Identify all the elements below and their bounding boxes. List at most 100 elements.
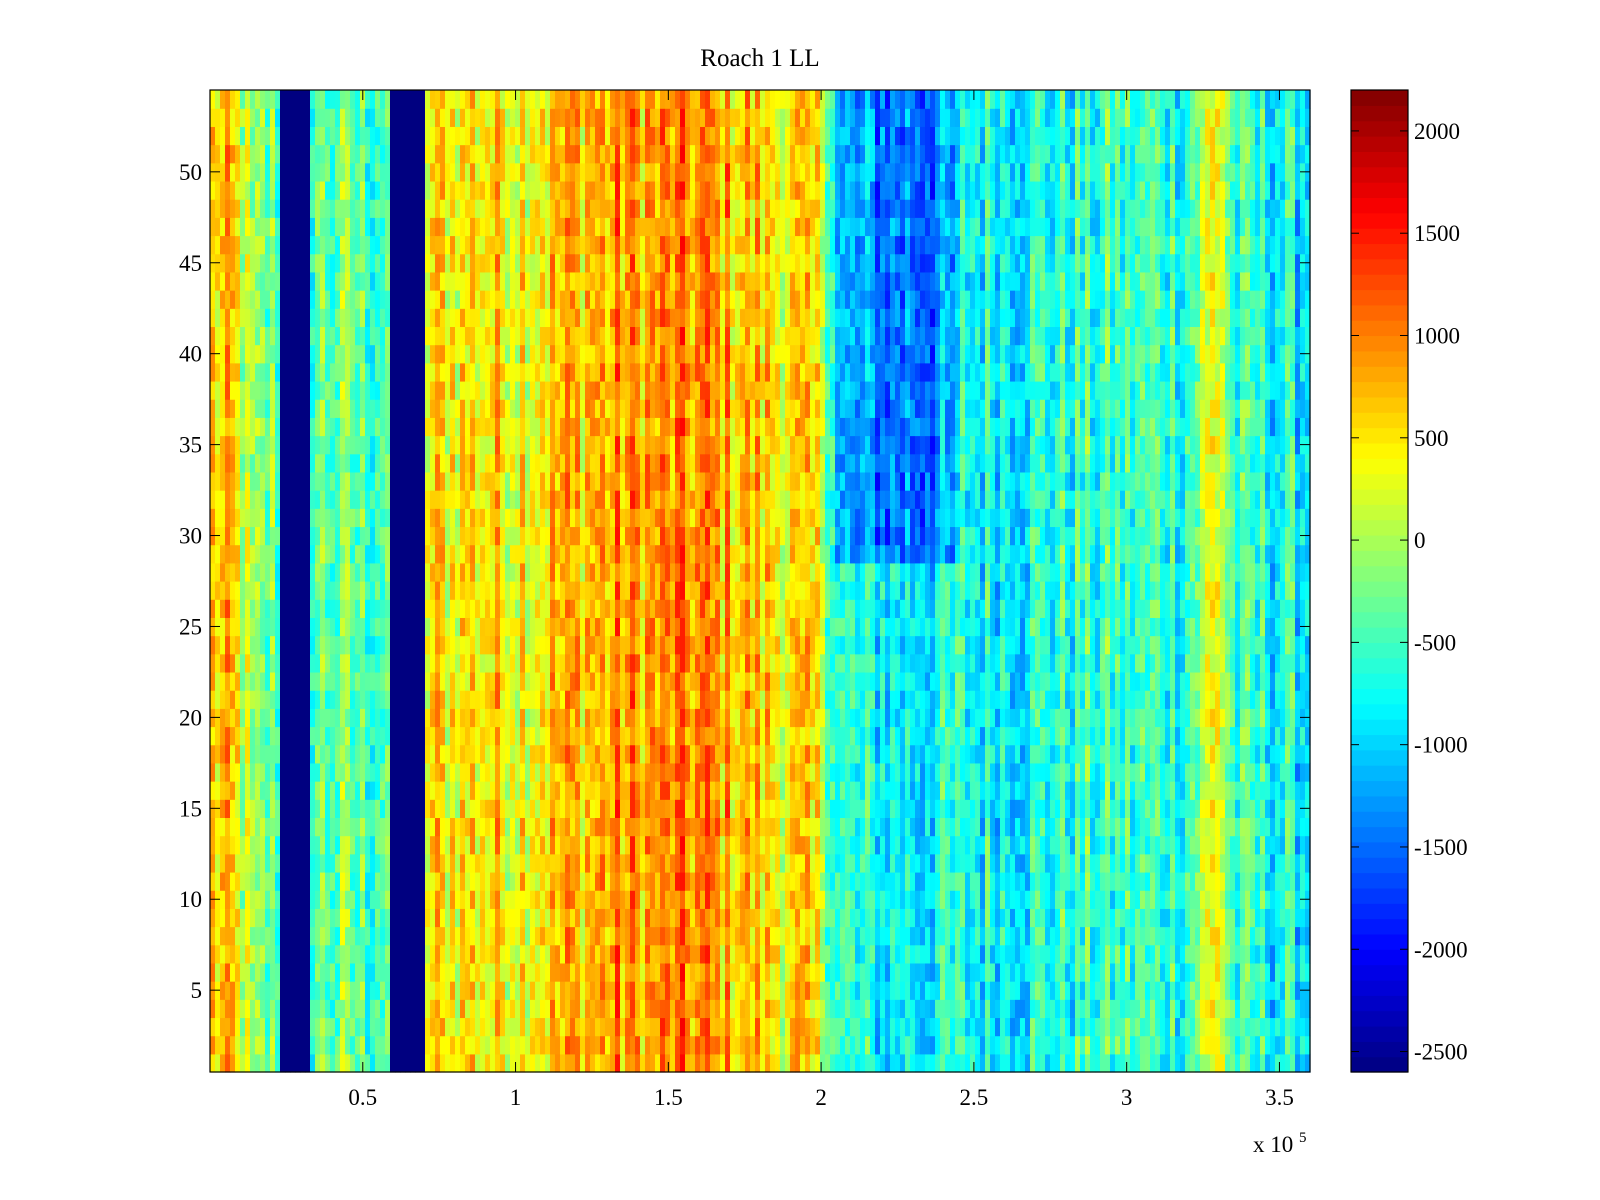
heatmap-cell xyxy=(255,544,261,564)
heatmap-cell xyxy=(415,817,421,837)
heatmap-cell xyxy=(620,1035,626,1055)
heatmap-cell xyxy=(485,690,491,709)
heatmap-cell xyxy=(285,617,291,637)
heatmap-cell xyxy=(665,471,671,491)
heatmap-cell xyxy=(635,562,641,582)
heatmap-cell xyxy=(525,453,531,473)
heatmap-cell xyxy=(615,671,621,691)
heatmap-cell xyxy=(455,1053,461,1073)
heatmap-cell xyxy=(500,781,506,800)
heatmap-cell xyxy=(295,199,301,218)
heatmap-cell xyxy=(265,126,271,146)
heatmap-cell xyxy=(410,162,416,182)
heatmap-cell xyxy=(290,599,296,618)
heatmap-cell xyxy=(270,526,276,546)
heatmap-cell xyxy=(355,271,361,291)
heatmap-cell xyxy=(375,90,381,109)
heatmap-cell xyxy=(660,781,666,800)
heatmap-cell xyxy=(240,490,246,509)
heatmap-cell xyxy=(270,653,276,673)
heatmap-cell xyxy=(390,326,396,346)
heatmap-cell xyxy=(635,108,641,127)
heatmap-cell xyxy=(365,453,371,473)
heatmap-cell xyxy=(370,926,376,946)
heatmap-cell xyxy=(600,253,606,273)
heatmap-cell xyxy=(355,1017,361,1037)
heatmap-cell xyxy=(235,1017,241,1037)
heatmap-cell xyxy=(410,180,416,200)
heatmap-cell xyxy=(510,1035,516,1055)
heatmap-cell xyxy=(260,635,266,655)
heatmap-cell xyxy=(620,90,626,109)
heatmap-cell xyxy=(550,471,556,491)
heatmap-cell xyxy=(420,453,426,473)
heatmap-cell xyxy=(395,308,401,328)
heatmap-cell xyxy=(290,290,296,309)
heatmap-cell xyxy=(620,417,626,437)
heatmap-cell xyxy=(260,781,266,800)
heatmap-cell xyxy=(605,490,611,509)
heatmap-cell xyxy=(275,417,281,437)
heatmap-cell xyxy=(520,380,526,400)
heatmap-cell xyxy=(460,344,466,364)
heatmap-cell xyxy=(530,799,536,819)
heatmap-cell xyxy=(335,708,341,728)
heatmap-cell xyxy=(210,999,216,1019)
heatmap-cell xyxy=(550,180,556,200)
heatmap-cell xyxy=(450,417,456,437)
heatmap-cell xyxy=(530,726,536,746)
heatmap-cell xyxy=(615,271,621,291)
heatmap-cell xyxy=(485,926,491,946)
heatmap-cell xyxy=(365,490,371,509)
heatmap-cell xyxy=(355,781,361,800)
heatmap-cell xyxy=(500,871,506,891)
heatmap-cell xyxy=(470,162,476,182)
heatmap-cell xyxy=(410,999,416,1019)
heatmap-cell xyxy=(270,635,276,655)
heatmap-cell xyxy=(530,362,536,382)
heatmap-cell xyxy=(260,653,266,673)
heatmap-cell xyxy=(525,180,531,200)
heatmap-cell xyxy=(425,344,431,364)
heatmap-cell xyxy=(415,344,421,364)
heatmap-cell xyxy=(275,581,281,600)
heatmap-cell xyxy=(305,781,311,800)
heatmap-cell xyxy=(220,453,226,473)
heatmap-cell xyxy=(265,726,271,746)
heatmap-cell xyxy=(275,126,281,146)
heatmap-cell xyxy=(350,562,356,582)
heatmap-cell xyxy=(665,126,671,146)
heatmap-cell xyxy=(330,380,336,400)
heatmap-cell xyxy=(585,126,591,146)
heatmap-cell xyxy=(570,871,576,891)
heatmap-cell xyxy=(335,581,341,600)
heatmap-cell xyxy=(345,853,351,873)
heatmap-cell xyxy=(550,1035,556,1055)
heatmap-cell xyxy=(655,1017,661,1037)
heatmap-cell xyxy=(245,290,251,309)
heatmap-cell xyxy=(420,271,426,291)
heatmap-cell xyxy=(295,308,301,328)
heatmap-cell xyxy=(435,508,441,528)
heatmap-cell xyxy=(445,726,451,746)
heatmap-cell xyxy=(370,471,376,491)
heatmap-cell xyxy=(360,544,366,564)
heatmap-cell xyxy=(415,853,421,873)
heatmap-cell xyxy=(295,180,301,200)
heatmap-cell xyxy=(445,144,451,164)
heatmap-cell xyxy=(615,180,621,200)
heatmap-cell xyxy=(525,526,531,546)
heatmap-cell xyxy=(350,962,356,982)
heatmap-cell xyxy=(250,453,256,473)
heatmap-cell xyxy=(475,871,481,891)
heatmap-cell xyxy=(220,508,226,528)
heatmap-cell xyxy=(660,380,666,400)
heatmap-cell xyxy=(380,944,386,964)
heatmap-cell xyxy=(320,762,326,782)
heatmap-cell xyxy=(370,671,376,691)
heatmap-cell xyxy=(540,744,546,764)
heatmap-cell xyxy=(460,1053,466,1073)
heatmap-cell xyxy=(305,890,311,909)
heatmap-cell xyxy=(500,417,506,437)
heatmap-cell xyxy=(640,962,646,982)
